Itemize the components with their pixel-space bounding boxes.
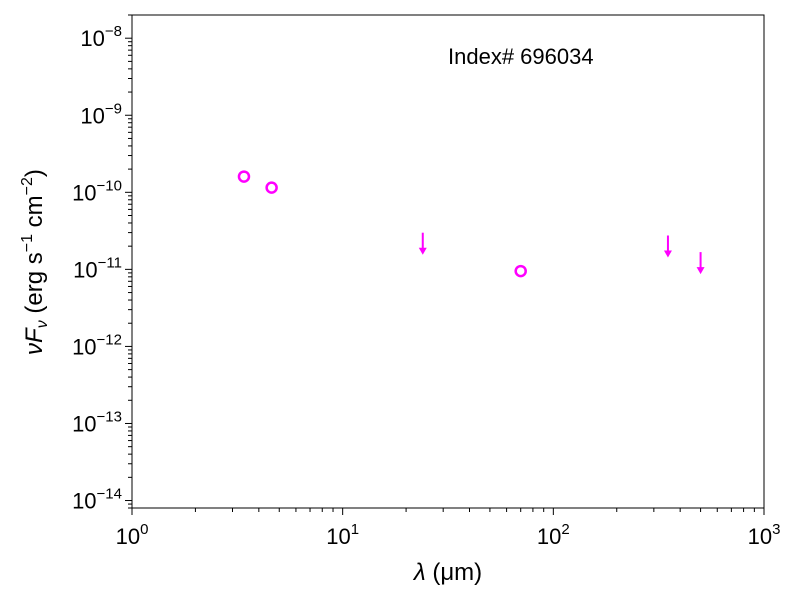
y-axis-label: νFν (erg s−1 cm−2): [19, 169, 51, 355]
upper-limit-arrow: [663, 235, 672, 258]
y-tick-label: 10−12: [72, 331, 122, 359]
data-marks: [237, 170, 705, 278]
x-axis-label: λ (μm): [412, 559, 482, 586]
upper-limit-arrow: [696, 252, 705, 275]
y-tick-label: 10−10: [72, 177, 122, 205]
x-tick-label: 103: [748, 521, 781, 549]
plot-frame: [131, 14, 765, 509]
y-tick-label: 10−9: [80, 100, 122, 128]
detection-point: [265, 181, 278, 194]
y-tick-label: 10−11: [73, 254, 122, 282]
x-tick-label: 102: [537, 521, 570, 549]
detection-point: [514, 264, 527, 278]
upper-limit-arrow: [418, 232, 427, 255]
x-tick-label: 100: [116, 521, 149, 549]
y-tick-label: 10−8: [80, 23, 122, 51]
detection-point: [237, 170, 251, 183]
index-annotation: Index# 696034: [448, 44, 594, 69]
y-tick-label: 10−13: [72, 408, 122, 436]
axis-ticks: 100 101 102 103 10−14 10−13 10−12 10−11 10−10 10−…: [72, 14, 781, 549]
y-tick-label: 10−14: [72, 486, 122, 514]
x-tick-label: 101: [326, 521, 359, 549]
